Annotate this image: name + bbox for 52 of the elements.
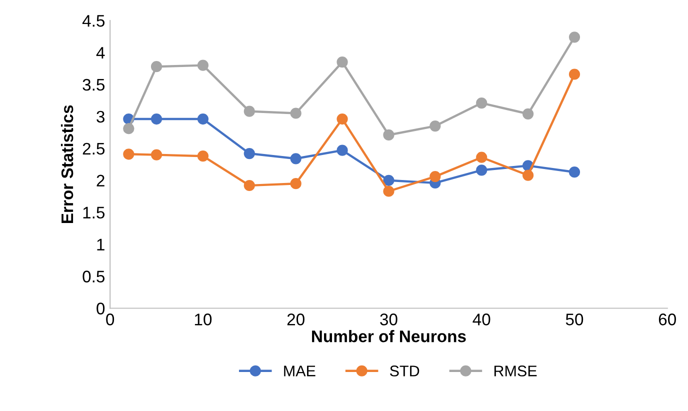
point bbox=[383, 129, 394, 141]
y-axis-title: Error Statistics bbox=[60, 105, 74, 224]
point bbox=[568, 166, 580, 178]
point bbox=[476, 164, 488, 176]
y-tick-label: 0 bbox=[96, 302, 105, 314]
y-tick-label: 3 bbox=[96, 110, 104, 123]
legend-label: MAE bbox=[284, 366, 316, 376]
x-tick-label: 0 bbox=[106, 314, 114, 326]
x-tick-label: 20 bbox=[287, 314, 304, 326]
point bbox=[244, 148, 255, 160]
point bbox=[336, 113, 348, 125]
x-tick-label: 30 bbox=[380, 314, 398, 326]
y-tick-label: 2.5 bbox=[82, 142, 105, 155]
x-axis-title: Number of Neurons bbox=[312, 330, 466, 342]
point bbox=[197, 113, 209, 125]
y-tick-label: 0.5 bbox=[82, 270, 105, 282]
point bbox=[290, 178, 302, 190]
point bbox=[336, 56, 348, 68]
x-tick-label: 10 bbox=[194, 314, 212, 326]
point bbox=[123, 123, 134, 134]
point bbox=[123, 148, 134, 160]
legend-label: STD bbox=[390, 366, 420, 376]
point bbox=[568, 32, 580, 43]
point bbox=[150, 149, 162, 160]
y-tick-label: 3.5 bbox=[82, 78, 105, 91]
point bbox=[430, 170, 441, 182]
x-tick-label: 50 bbox=[566, 314, 584, 326]
y-tick-label: 4 bbox=[96, 47, 105, 59]
point bbox=[290, 108, 302, 119]
y-tick-label: 1 bbox=[97, 238, 104, 250]
point bbox=[197, 150, 209, 162]
point bbox=[383, 186, 394, 197]
point bbox=[476, 97, 488, 109]
point bbox=[150, 113, 162, 125]
y-tick-label: 2 bbox=[96, 174, 104, 186]
point bbox=[568, 68, 580, 80]
point bbox=[383, 174, 394, 186]
x-tick-label: 60 bbox=[658, 314, 676, 326]
point bbox=[476, 152, 488, 163]
point bbox=[430, 120, 441, 132]
point bbox=[197, 60, 209, 71]
y-tick-label: 1.5 bbox=[83, 206, 105, 219]
x-tick-label: 40 bbox=[472, 314, 490, 326]
point bbox=[522, 170, 534, 181]
y-tick-label: 4.5 bbox=[82, 15, 105, 27]
point bbox=[290, 153, 302, 164]
legend-label: RMSE bbox=[494, 366, 537, 376]
point bbox=[244, 106, 255, 117]
point bbox=[150, 61, 162, 72]
point bbox=[522, 108, 534, 120]
point bbox=[244, 180, 255, 192]
point bbox=[336, 144, 348, 156]
